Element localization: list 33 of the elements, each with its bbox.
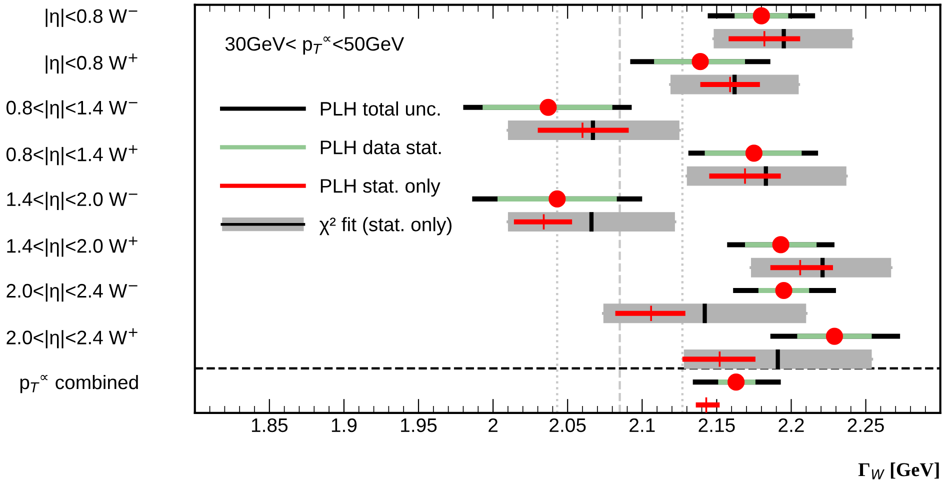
point [775, 282, 792, 300]
annotation: 30GeV< p$_{T}$$^{∝}$<50GeV [225, 36, 404, 55]
point [728, 374, 745, 391]
x-tick-label: 1.85 [252, 418, 288, 432]
x-tick-label: 2.2 [778, 418, 804, 432]
point [772, 236, 790, 254]
point [548, 190, 566, 208]
x-tick-label: 2.15 [698, 418, 735, 432]
point [752, 7, 770, 24]
y-tick-label: |η|<0.8 W$^{−}$ [46, 8, 138, 27]
y-tick-label: 0.8<|η|<1.4 W$^{−}$ [6, 100, 138, 118]
y-tick-label: 1.4<|η|<2.0 W$^{+}$ [7, 236, 138, 257]
point [540, 98, 557, 116]
y-tick-label: 0.8<|η|<1.4 W$^{+}$ [6, 145, 138, 166]
x-tick-label: 1.95 [401, 418, 437, 432]
legend-label: χ² fit (stat. only) [320, 217, 452, 236]
x-tick-label: 2.25 [848, 418, 884, 432]
point [745, 144, 763, 162]
y-tick-label: 2.0<|η|<2.4 W$^{−}$ [6, 283, 138, 302]
point [692, 53, 709, 70]
x-axis-title: Γ$_{W}$ [GeV] [858, 462, 939, 480]
point [826, 328, 844, 345]
legend-label: PLH stat. only [320, 178, 440, 197]
y-tick-label: 1.4<|η|<2.0 W$^{−}$ [7, 192, 138, 210]
x-tick-label: 2.1 [630, 418, 655, 432]
y-tick-label: p$_{T}$$^{∝}$ combined [20, 374, 138, 394]
legend-label: PLH data stat. [320, 140, 441, 154]
legend-label: PLH total unc. [320, 101, 440, 116]
x-tick-label: 2 [488, 418, 498, 432]
x-tick-label: 1.9 [332, 418, 357, 432]
x-tick-label: 2.05 [550, 418, 586, 432]
y-tick-label: 2.0<|η|<2.4 W$^{+}$ [6, 328, 138, 348]
y-tick-label: |η|<0.8 W$^{+}$ [46, 54, 138, 74]
